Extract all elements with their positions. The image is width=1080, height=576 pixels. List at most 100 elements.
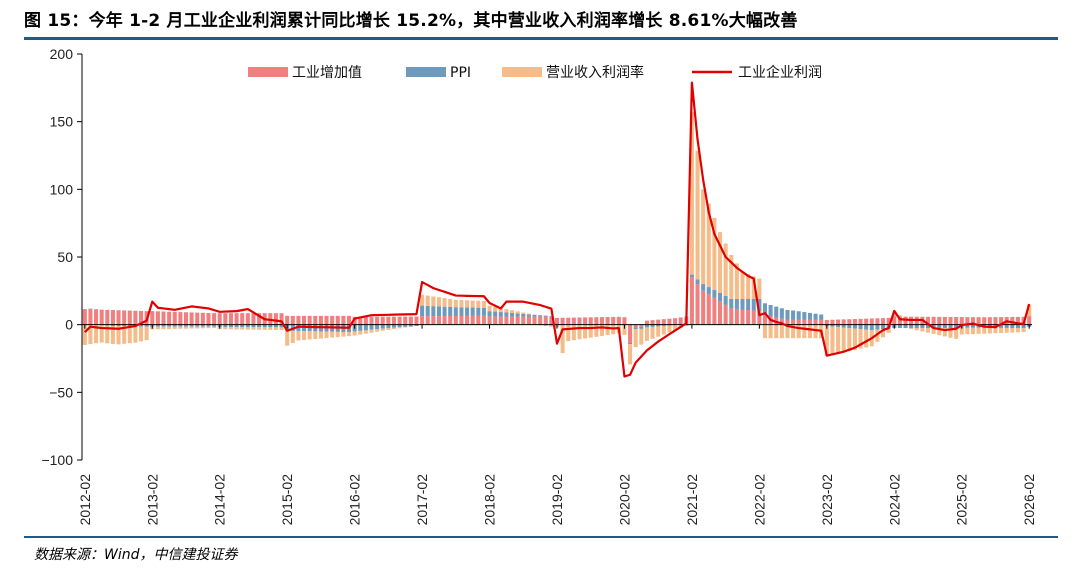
- bar-industrial-value-added: [864, 318, 869, 325]
- bar-revenue-profit-margin: [852, 328, 857, 350]
- bar-industrial-value-added: [897, 316, 902, 325]
- bar-revenue-profit-margin: [431, 296, 436, 307]
- bar-revenue-profit-margin: [88, 324, 93, 345]
- bar-industrial-value-added: [543, 316, 548, 325]
- bar-revenue-profit-margin: [487, 305, 492, 312]
- bar-revenue-profit-margin: [144, 326, 149, 341]
- bar-ppi: [498, 312, 503, 317]
- bar-revenue-profit-margin: [448, 298, 453, 307]
- bar-industrial-value-added: [313, 315, 318, 325]
- x-tick-label: 2020-02: [617, 474, 633, 526]
- bar-revenue-profit-margin: [352, 331, 357, 336]
- bar-revenue-profit-margin: [717, 232, 723, 293]
- bar-ppi: [459, 307, 464, 316]
- bar-industrial-value-added: [695, 284, 700, 325]
- bar-ppi: [819, 314, 824, 320]
- bar-ppi: [195, 324, 200, 327]
- bar-revenue-profit-margin: [498, 307, 503, 313]
- bar-revenue-profit-margin: [481, 300, 486, 308]
- bar-revenue-profit-margin: [296, 331, 301, 341]
- bar-revenue-profit-margin: [931, 328, 936, 334]
- bar-industrial-value-added: [819, 319, 824, 325]
- bar-industrial-value-added: [453, 315, 458, 325]
- bar-industrial-value-added: [796, 319, 801, 325]
- bar-industrial-value-added: [200, 312, 205, 325]
- bar-ppi: [954, 324, 959, 329]
- bar-ppi: [881, 324, 886, 330]
- bar-revenue-profit-margin: [791, 324, 796, 339]
- bar-ppi: [228, 324, 233, 328]
- bar-industrial-value-added: [302, 315, 307, 325]
- bar-industrial-value-added: [1015, 316, 1020, 325]
- bar-ppi: [481, 307, 486, 316]
- bar-revenue-profit-margin: [970, 327, 975, 335]
- bar-ppi: [538, 315, 543, 317]
- x-tick-label: 2017-02: [414, 474, 430, 526]
- bar-revenue-profit-margin: [285, 330, 290, 346]
- bar-ppi: [689, 274, 694, 278]
- bar-industrial-value-added: [414, 316, 419, 325]
- bar-ppi: [712, 290, 717, 298]
- bar-revenue-profit-margin: [605, 325, 610, 336]
- bar-industrial-value-added: [729, 308, 734, 325]
- bar-ppi: [279, 324, 284, 328]
- bar-revenue-profit-margin: [881, 329, 886, 338]
- bar-industrial-value-added: [993, 317, 998, 325]
- bar-revenue-profit-margin: [234, 327, 239, 330]
- bar-industrial-value-added: [689, 277, 694, 325]
- bar-ppi: [762, 303, 768, 316]
- bar-industrial-value-added: [82, 309, 87, 325]
- bar-revenue-profit-margin: [251, 327, 256, 330]
- bar-ppi: [813, 313, 818, 320]
- bar-ppi: [948, 324, 953, 329]
- bar-revenue-profit-margin: [380, 328, 385, 331]
- bar-industrial-value-added: [99, 309, 104, 325]
- bar-ppi: [245, 324, 250, 328]
- bar-revenue-profit-margin: [740, 271, 745, 299]
- bar-ppi: [442, 306, 447, 317]
- bar-industrial-value-added: [1010, 316, 1015, 325]
- bar-revenue-profit-margin: [302, 331, 307, 340]
- bar-revenue-profit-margin: [650, 326, 655, 339]
- bar-ppi: [408, 324, 413, 327]
- bar-industrial-value-added: [431, 316, 436, 325]
- bar-industrial-value-added: [779, 318, 784, 325]
- bar-industrial-value-added: [476, 315, 481, 325]
- bar-industrial-value-added: [234, 313, 239, 325]
- bar-ppi: [903, 324, 908, 329]
- bar-revenue-profit-margin: [796, 324, 801, 339]
- bar-revenue-profit-margin: [470, 300, 475, 308]
- bar-revenue-profit-margin: [403, 326, 408, 328]
- bar-revenue-profit-margin: [99, 325, 104, 343]
- bar-industrial-value-added: [858, 318, 863, 325]
- bar-ppi: [858, 324, 863, 330]
- bar-industrial-value-added: [403, 316, 408, 325]
- bar-revenue-profit-margin: [515, 311, 520, 314]
- bar-industrial-value-added: [481, 315, 486, 325]
- bar-industrial-value-added: [515, 316, 520, 325]
- bar-industrial-value-added: [420, 316, 425, 325]
- bar-revenue-profit-margin: [875, 329, 880, 342]
- bar-ppi: [234, 324, 239, 328]
- bar-revenue-profit-margin: [82, 324, 87, 345]
- bar-revenue-profit-margin: [510, 310, 515, 313]
- bar-revenue-profit-margin: [228, 327, 233, 330]
- bar-revenue-profit-margin: [757, 278, 762, 299]
- bar-revenue-profit-margin: [442, 298, 447, 307]
- bar-industrial-value-added: [397, 316, 402, 325]
- bar-revenue-profit-margin: [824, 326, 829, 356]
- bar-revenue-profit-margin: [633, 329, 638, 348]
- bar-industrial-value-added: [110, 310, 115, 325]
- bar-industrial-value-added: [628, 324, 633, 343]
- bar-revenue-profit-margin: [993, 327, 998, 334]
- bar-revenue-profit-margin: [892, 313, 897, 317]
- bar-industrial-value-added: [802, 319, 807, 325]
- bar-industrial-value-added: [375, 316, 380, 325]
- bar-revenue-profit-margin: [712, 217, 717, 291]
- bar-industrial-value-added: [881, 318, 886, 325]
- bar-ppi: [470, 307, 475, 316]
- bar-ppi: [779, 308, 784, 319]
- bar-revenue-profit-margin: [212, 326, 217, 329]
- bar-ppi: [155, 324, 160, 327]
- bar-ppi: [504, 312, 509, 317]
